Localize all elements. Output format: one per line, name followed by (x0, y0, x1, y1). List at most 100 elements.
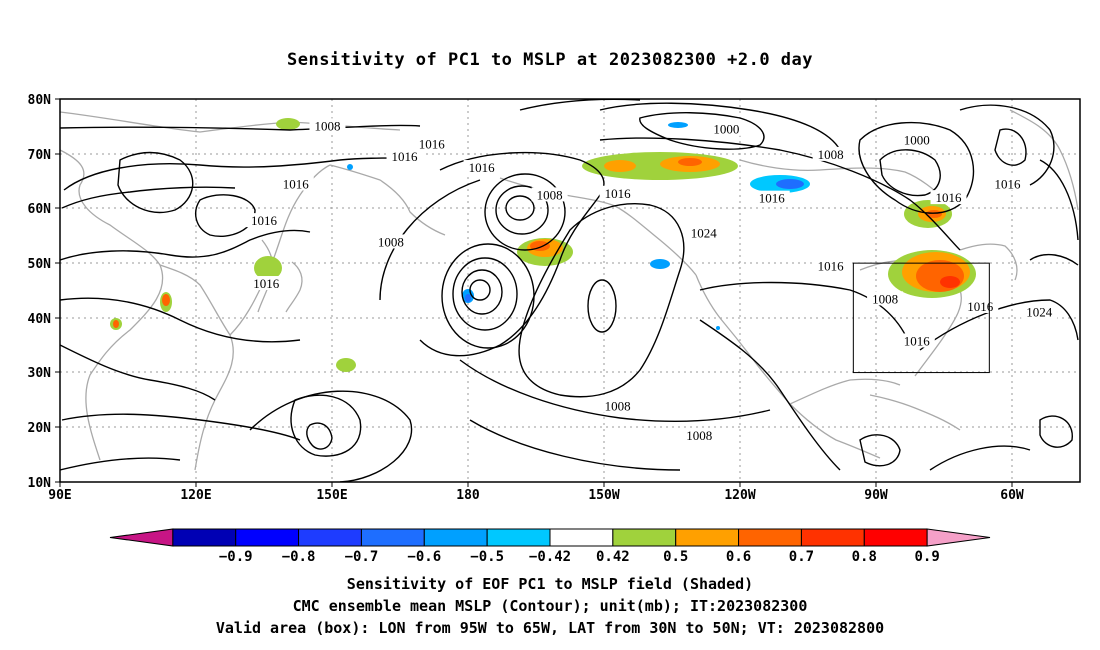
contour-label: 1016 (818, 259, 845, 274)
contour-label: 1016 (994, 176, 1021, 191)
colorbar-min-triangle (109, 528, 174, 547)
caption-line-1: Sensitivity of EOF PC1 to MSLP field (Sh… (346, 575, 754, 593)
colorbar-cell (172, 528, 237, 547)
contour-label-bg (812, 146, 849, 161)
colorbar-cell (360, 528, 425, 547)
contour-label-bg (867, 291, 904, 306)
colorbar-tick-label: −0.6 (407, 549, 441, 565)
contour-label: 1008 (537, 187, 563, 202)
contour-label-bg (930, 190, 967, 205)
caption-line-2: CMC ensemble mean MSLP (Contour); unit(m… (292, 597, 808, 615)
contour-label-bg (685, 225, 722, 240)
contour-label: 1000 (904, 133, 930, 148)
contour-label: 1016 (936, 190, 963, 205)
tick-marks (55, 98, 1013, 487)
contour-label: 1016 (253, 276, 280, 291)
colorbar-cell (235, 528, 300, 547)
contour-label: 1016 (392, 149, 419, 164)
colorbar-tick-labels: −0.9 −0.8 −0.7 −0.6 −0.5 −0.42 0.42 0.5 0.6 0.7 0.… (219, 549, 940, 565)
valid-area-box (852, 262, 990, 374)
contour-label-bg (531, 187, 568, 202)
contour-label-bg (386, 149, 423, 164)
colorbar-cell (423, 528, 488, 547)
colorbar-tick-label: 0.7 (789, 549, 814, 565)
map-frame (59, 98, 1081, 483)
caption-line-3: Valid area (box): LON from 95W to 65W, L… (215, 619, 885, 637)
contour-label-bg (599, 185, 636, 200)
contour-label: 1024 (691, 226, 718, 241)
latitude-labels: 80N 70N 60N 50N 40N 30N 20N 10N (28, 93, 52, 491)
contour-label-bg (599, 398, 636, 413)
contour-label-bg (1021, 304, 1058, 319)
colorbar-tick-label: 0.42 (596, 549, 630, 565)
colorbar-tick-label: 0.5 (663, 549, 688, 565)
colorbar-tick-label: −0.7 (345, 549, 379, 565)
contour-label: 1016 (904, 333, 931, 348)
lat-label: 60N (28, 202, 52, 217)
contour-label-bg (246, 213, 282, 228)
colorbar-cell (738, 528, 802, 547)
contour-label-bg (372, 234, 409, 249)
colorbar-cell (549, 528, 614, 547)
contour-label-bg (898, 333, 935, 348)
contour-label: 1016 (967, 299, 994, 314)
contour-label: 1016 (605, 186, 632, 201)
colorbar-tick-label: −0.5 (470, 549, 504, 565)
contour-label: 1008 (314, 118, 340, 133)
colorbar-tick-label: −0.9 (219, 549, 253, 565)
lat-label: 10N (28, 476, 52, 491)
lon-label: 150E (316, 488, 347, 503)
colorbar-tick-label: 0.9 (914, 549, 939, 565)
lon-label: 120W (724, 488, 755, 503)
contour-label: 1008 (872, 291, 898, 306)
lat-label: 70N (28, 148, 52, 163)
colorbar-cell (486, 528, 551, 547)
contour-label: 1016 (469, 160, 496, 175)
contour-label: 1000 (713, 122, 739, 137)
contour-label: 1024 (1026, 304, 1053, 319)
lon-label: 120E (180, 488, 211, 503)
lat-label: 50N (28, 257, 52, 272)
contour-label: 1008 (378, 234, 404, 249)
colorbar-cell (800, 528, 865, 547)
contour-label-bg (898, 132, 935, 147)
sensitivity-shading (110, 118, 976, 372)
colorbar-tick-label: 0.8 (852, 549, 877, 565)
lon-label: 90E (48, 488, 71, 503)
contour-label: 1008 (818, 147, 844, 162)
lat-label: 20N (28, 421, 52, 436)
colorbar-cell (675, 528, 740, 547)
gridlines (60, 99, 1080, 482)
contour-label-bg (989, 176, 1026, 191)
contour-label-bg (463, 160, 500, 175)
lon-label: 90W (864, 488, 888, 503)
contour-label-bg (753, 190, 790, 205)
colorbar-tick-label: 0.6 (726, 549, 751, 565)
contour-label: 1016 (283, 176, 310, 191)
contour-label-bg (277, 176, 314, 191)
colorbar-cell (612, 528, 677, 547)
contour-label: 1016 (759, 191, 786, 206)
mslp-contours (60, 99, 1079, 482)
lon-label: 150W (588, 488, 619, 503)
contour-label-bg (812, 258, 849, 273)
colorbar-cells (109, 528, 991, 547)
page-title: Sensitivity of PC1 to MSLP at 2023082300… (286, 50, 813, 70)
contour-label-bg (248, 276, 285, 291)
contour-label: 1008 (605, 399, 631, 414)
lat-label: 40N (28, 312, 52, 327)
lat-label: 30N (28, 366, 52, 381)
contour-label: 1016 (419, 137, 446, 152)
colorbar-tick-label: −0.8 (282, 549, 316, 565)
contour-label-bg (681, 428, 718, 443)
contour-label: 1016 (251, 213, 278, 228)
contour-label-bg (413, 136, 450, 151)
colorbar: −0.9 −0.8 −0.7 −0.6 −0.5 −0.42 0.42 0.5 0.6 0.7 0.… (109, 528, 991, 565)
longitude-labels: 90E 120E 150E 180 150W 120W 90W 60W (48, 488, 1024, 503)
lon-label: 60W (1000, 488, 1024, 503)
contour-label-bg (309, 118, 346, 133)
caption-block: Sensitivity of EOF PC1 to MSLP field (Sh… (0, 573, 1100, 639)
